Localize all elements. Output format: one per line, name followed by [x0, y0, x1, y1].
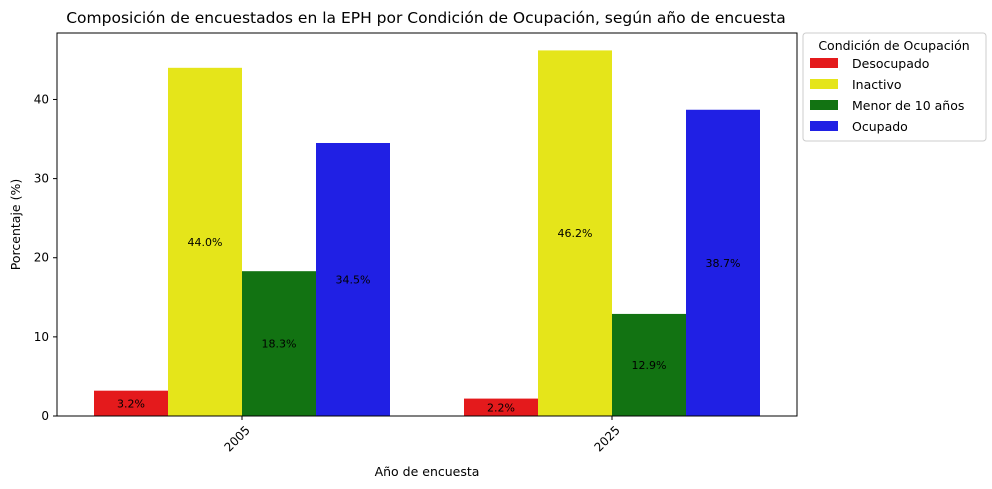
chart-title: Composición de encuestados en la EPH por… — [66, 9, 786, 27]
legend-frame — [802, 32, 987, 142]
bar-ocupado-2025 — [686, 109, 760, 416]
y-tick-label: 10 — [34, 330, 49, 344]
legend-swatch — [810, 100, 838, 110]
bar-inactivo-2005 — [168, 67, 242, 417]
x-axis-label: Año de encuesta — [375, 464, 480, 479]
data-label-menor-de-10-anos-2025: 12.9% — [632, 359, 667, 372]
bar-menor-de-10-anos-2005 — [242, 271, 316, 416]
data-label-desocupado-2025: 2.2% — [487, 401, 515, 414]
data-label-inactivo-2025: 46.2% — [558, 227, 593, 240]
legend-swatch — [810, 121, 838, 131]
legend-entry-label: Menor de 10 años — [852, 98, 964, 113]
x-axis: 2005 2025 — [221, 416, 623, 455]
data-label-menor-de-10-anos-2005: 18.3% — [262, 338, 297, 351]
legend-items: Desocupado Inactivo Menor de 10 años Ocupad… — [810, 56, 964, 134]
bar-inactivo-2025 — [538, 50, 612, 417]
data-label-ocupado-2025: 38.7% — [706, 257, 741, 270]
bar-desocupado-2005 — [94, 390, 168, 416]
data-label-ocupado-2005: 34.5% — [336, 273, 371, 286]
data-labels-group: 3.2% 2.2% 44.0% 46.2% 18.3% 12.9% 34.5% 38.7% — [117, 227, 740, 414]
data-label-desocupado-2005: 3.2% — [117, 397, 145, 410]
legend-swatch — [810, 58, 838, 68]
bar-menor-de-10-anos-2025 — [612, 313, 686, 416]
x-tick-label: 2005 — [221, 423, 252, 454]
y-axis-label: Porcentaje (%) — [8, 179, 23, 270]
y-tick-label: 20 — [34, 251, 49, 265]
bar-desocupado-2025 — [464, 398, 538, 416]
data-label-inactivo-2005: 44.0% — [188, 236, 223, 249]
legend-title: Condición de Ocupación — [818, 38, 969, 53]
legend-entry-label: Inactivo — [852, 77, 902, 92]
y-tick-label: 40 — [34, 92, 49, 106]
bars-group — [94, 50, 760, 417]
bar-ocupado-2005 — [316, 142, 390, 416]
y-tick-label: 30 — [34, 172, 49, 186]
legend-swatch — [810, 79, 838, 89]
legend: Condición de Ocupación Desocupado Inactiv… — [802, 32, 987, 142]
x-tick-label: 2025 — [591, 423, 622, 454]
y-axis: 0 10 20 30 40 — [34, 92, 57, 423]
y-tick-label: 0 — [41, 409, 49, 423]
legend-entry-label: Desocupado — [852, 56, 929, 71]
legend-entry-label: Ocupado — [852, 119, 908, 134]
plot-frame — [56, 32, 798, 417]
